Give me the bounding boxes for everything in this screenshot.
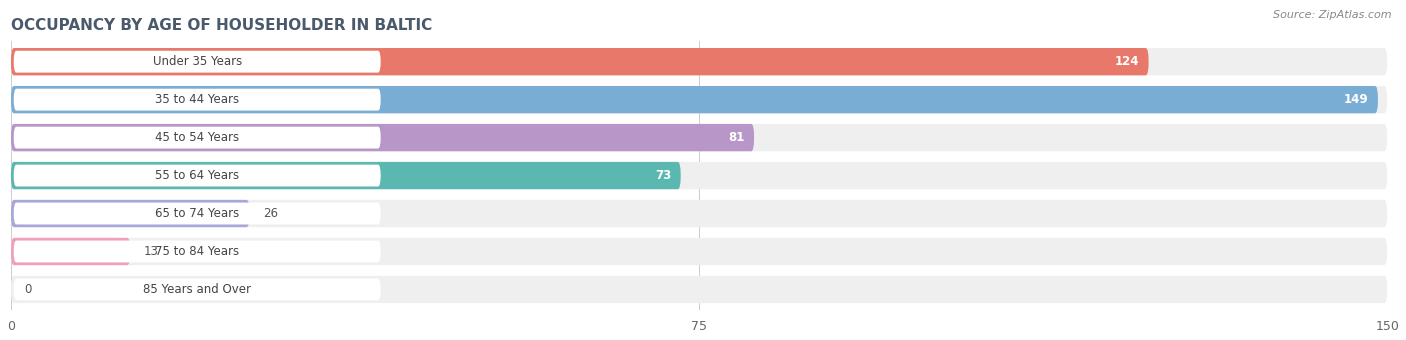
Text: 35 to 44 Years: 35 to 44 Years	[155, 93, 239, 106]
Text: 75 to 84 Years: 75 to 84 Years	[155, 245, 239, 258]
FancyBboxPatch shape	[11, 238, 1388, 265]
Text: 149: 149	[1344, 93, 1369, 106]
FancyBboxPatch shape	[14, 241, 381, 262]
FancyBboxPatch shape	[11, 124, 754, 151]
Text: 26: 26	[263, 207, 278, 220]
FancyBboxPatch shape	[14, 165, 381, 187]
FancyBboxPatch shape	[11, 238, 131, 265]
Text: Under 35 Years: Under 35 Years	[153, 55, 242, 68]
FancyBboxPatch shape	[11, 200, 1388, 227]
FancyBboxPatch shape	[11, 162, 681, 189]
FancyBboxPatch shape	[11, 124, 1388, 151]
Text: Source: ZipAtlas.com: Source: ZipAtlas.com	[1274, 10, 1392, 20]
FancyBboxPatch shape	[11, 48, 1149, 75]
Text: 124: 124	[1115, 55, 1139, 68]
Text: 85 Years and Over: 85 Years and Over	[143, 283, 252, 296]
Text: 45 to 54 Years: 45 to 54 Years	[155, 131, 239, 144]
FancyBboxPatch shape	[11, 276, 1388, 303]
FancyBboxPatch shape	[11, 162, 1388, 189]
FancyBboxPatch shape	[14, 127, 381, 149]
Text: 55 to 64 Years: 55 to 64 Years	[155, 169, 239, 182]
FancyBboxPatch shape	[14, 278, 381, 300]
Text: 81: 81	[728, 131, 745, 144]
Text: 73: 73	[655, 169, 672, 182]
FancyBboxPatch shape	[14, 203, 381, 224]
FancyBboxPatch shape	[11, 200, 249, 227]
FancyBboxPatch shape	[11, 48, 1388, 75]
Text: 0: 0	[25, 283, 32, 296]
Text: 13: 13	[143, 245, 159, 258]
FancyBboxPatch shape	[11, 86, 1378, 113]
FancyBboxPatch shape	[14, 51, 381, 73]
Text: 65 to 74 Years: 65 to 74 Years	[155, 207, 239, 220]
FancyBboxPatch shape	[14, 89, 381, 111]
FancyBboxPatch shape	[11, 86, 1388, 113]
Text: OCCUPANCY BY AGE OF HOUSEHOLDER IN BALTIC: OCCUPANCY BY AGE OF HOUSEHOLDER IN BALTI…	[11, 18, 432, 33]
